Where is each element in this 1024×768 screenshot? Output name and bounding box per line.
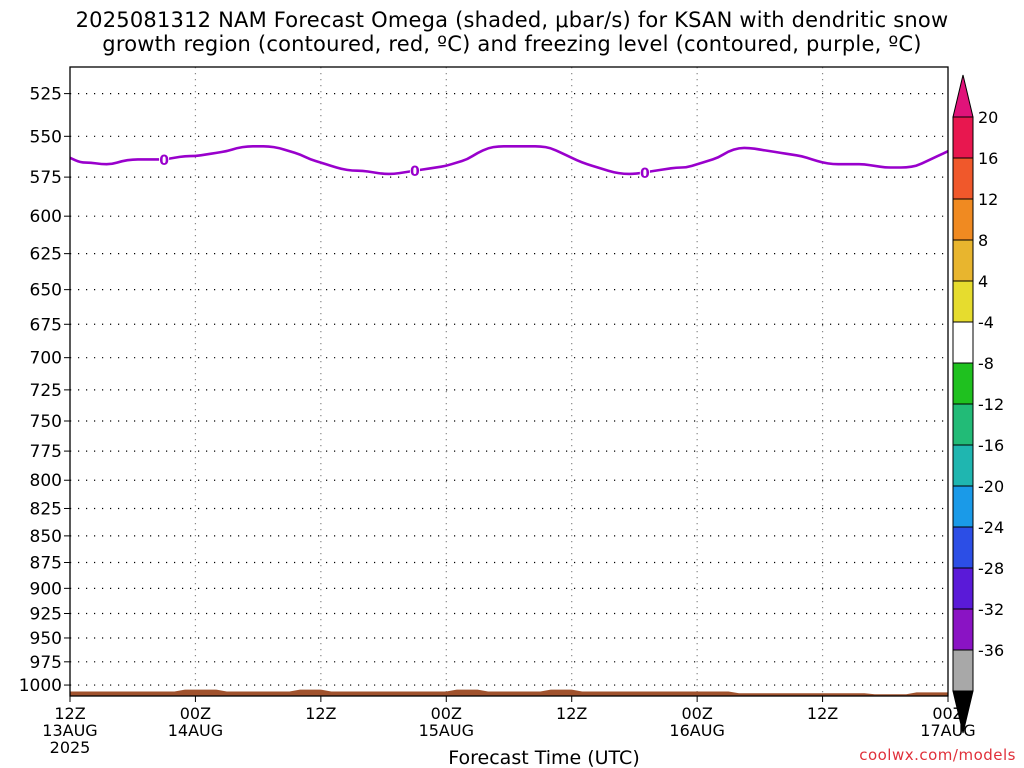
colorbar-label: 4 <box>978 272 988 291</box>
colorbar-label: -8 <box>978 354 994 373</box>
y-tick-label: 775 <box>30 442 62 462</box>
x-tick-label: 13AUG <box>42 721 97 740</box>
colorbar-swatch <box>952 526 974 569</box>
x-tick-label: 12Z <box>305 704 336 723</box>
terrain-fill <box>70 689 948 696</box>
y-tick-label: 550 <box>30 127 62 147</box>
x-tick-label: 15AUG <box>419 721 474 740</box>
y-tick-label: 650 <box>30 281 62 301</box>
x-tick-label: 00Z <box>681 704 712 723</box>
colorbar-label: -4 <box>978 313 994 332</box>
colorbar-label: 12 <box>978 190 998 209</box>
contour-label-bg <box>159 151 170 168</box>
plot-frame <box>69 66 949 697</box>
colorbar-label: -36 <box>978 641 1004 660</box>
colorbar-swatch <box>952 157 974 200</box>
colorbar: 20 16 12 8 4 -4 -8 -12 -16 -20 -24 -28 -32 -36 <box>952 74 1004 734</box>
x-tick-label: 12Z <box>556 704 587 723</box>
freezing-level-contour <box>69 145 949 176</box>
credit-text: coolwx.com/models <box>859 746 1016 764</box>
colorbar-swatch <box>952 239 974 282</box>
colorbar-label: -32 <box>978 600 1004 619</box>
colorbar-swatch <box>952 444 974 487</box>
y-tick-label: 800 <box>30 471 62 491</box>
y-tick-label: 850 <box>30 527 62 547</box>
colorbar-swatch <box>952 649 974 692</box>
colorbar-top-arrow <box>952 74 974 118</box>
colorbar-swatch <box>952 198 974 241</box>
freezing-level-contour-label: 0 <box>159 153 169 169</box>
y-tick-label: 575 <box>30 168 62 188</box>
x-tick-label: 00Z <box>180 704 211 723</box>
x-tick-label: 16AUG <box>669 721 724 740</box>
contour-label-bg <box>409 162 420 179</box>
y-tick-label: 750 <box>30 412 62 432</box>
y-tick-label: 625 <box>30 245 62 265</box>
y-tick-label: 675 <box>30 315 62 335</box>
y-tick-label: 875 <box>30 553 62 573</box>
x-tick-label: 00Z <box>932 704 963 723</box>
x-tick-label: 2025 <box>50 738 91 757</box>
x-tick-label: 00Z <box>431 704 462 723</box>
y-tick-label: 1000 <box>19 676 62 696</box>
y-tick-label: 900 <box>30 579 62 599</box>
colorbar-swatch <box>952 116 974 159</box>
contour-label-bg <box>639 164 650 181</box>
colorbar-label: -12 <box>978 395 1004 414</box>
colorbar-swatch <box>952 321 974 364</box>
colorbar-label: -20 <box>978 477 1004 496</box>
x-tick-label: 12Z <box>54 704 85 723</box>
freezing-level-contour-label: 0 <box>410 164 420 180</box>
colorbar-label: 8 <box>978 231 988 250</box>
y-tick-label: 975 <box>30 653 62 673</box>
colorbar-label: 20 <box>978 108 998 127</box>
colorbar-swatch <box>952 485 974 528</box>
colorbar-label: -24 <box>978 518 1004 537</box>
colorbar-swatch <box>952 362 974 405</box>
colorbar-label: -28 <box>978 559 1004 578</box>
colorbar-label: 16 <box>978 149 998 168</box>
y-tick-label: 700 <box>30 349 62 369</box>
colorbar-swatch <box>952 567 974 610</box>
x-tick-label: 12Z <box>807 704 838 723</box>
y-tick-label: 725 <box>30 381 62 401</box>
colorbar-bottom-arrow <box>952 690 974 734</box>
y-tick-label: 825 <box>30 499 62 519</box>
colorbar-label: -16 <box>978 436 1004 455</box>
colorbar-swatch <box>952 280 974 323</box>
x-tick-label: 14AUG <box>168 721 223 740</box>
colorbar-swatch <box>952 403 974 446</box>
x-tick-label: 17AUG <box>920 721 975 740</box>
y-tick-label: 950 <box>30 629 62 649</box>
colorbar-swatch <box>952 608 974 651</box>
y-tick-label: 600 <box>30 207 62 227</box>
y-tick-label: 925 <box>30 604 62 624</box>
chart-title-line-1: 2025081312 NAM Forecast Omega (shaded, μ… <box>75 8 949 32</box>
freezing-level-contour-label: 0 <box>640 166 650 182</box>
x-axis-title: Forecast Time (UTC) <box>448 747 639 768</box>
y-tick-label: 525 <box>30 85 62 105</box>
chart-title-line-2: growth region (contoured, red, ºC) and f… <box>102 32 922 56</box>
